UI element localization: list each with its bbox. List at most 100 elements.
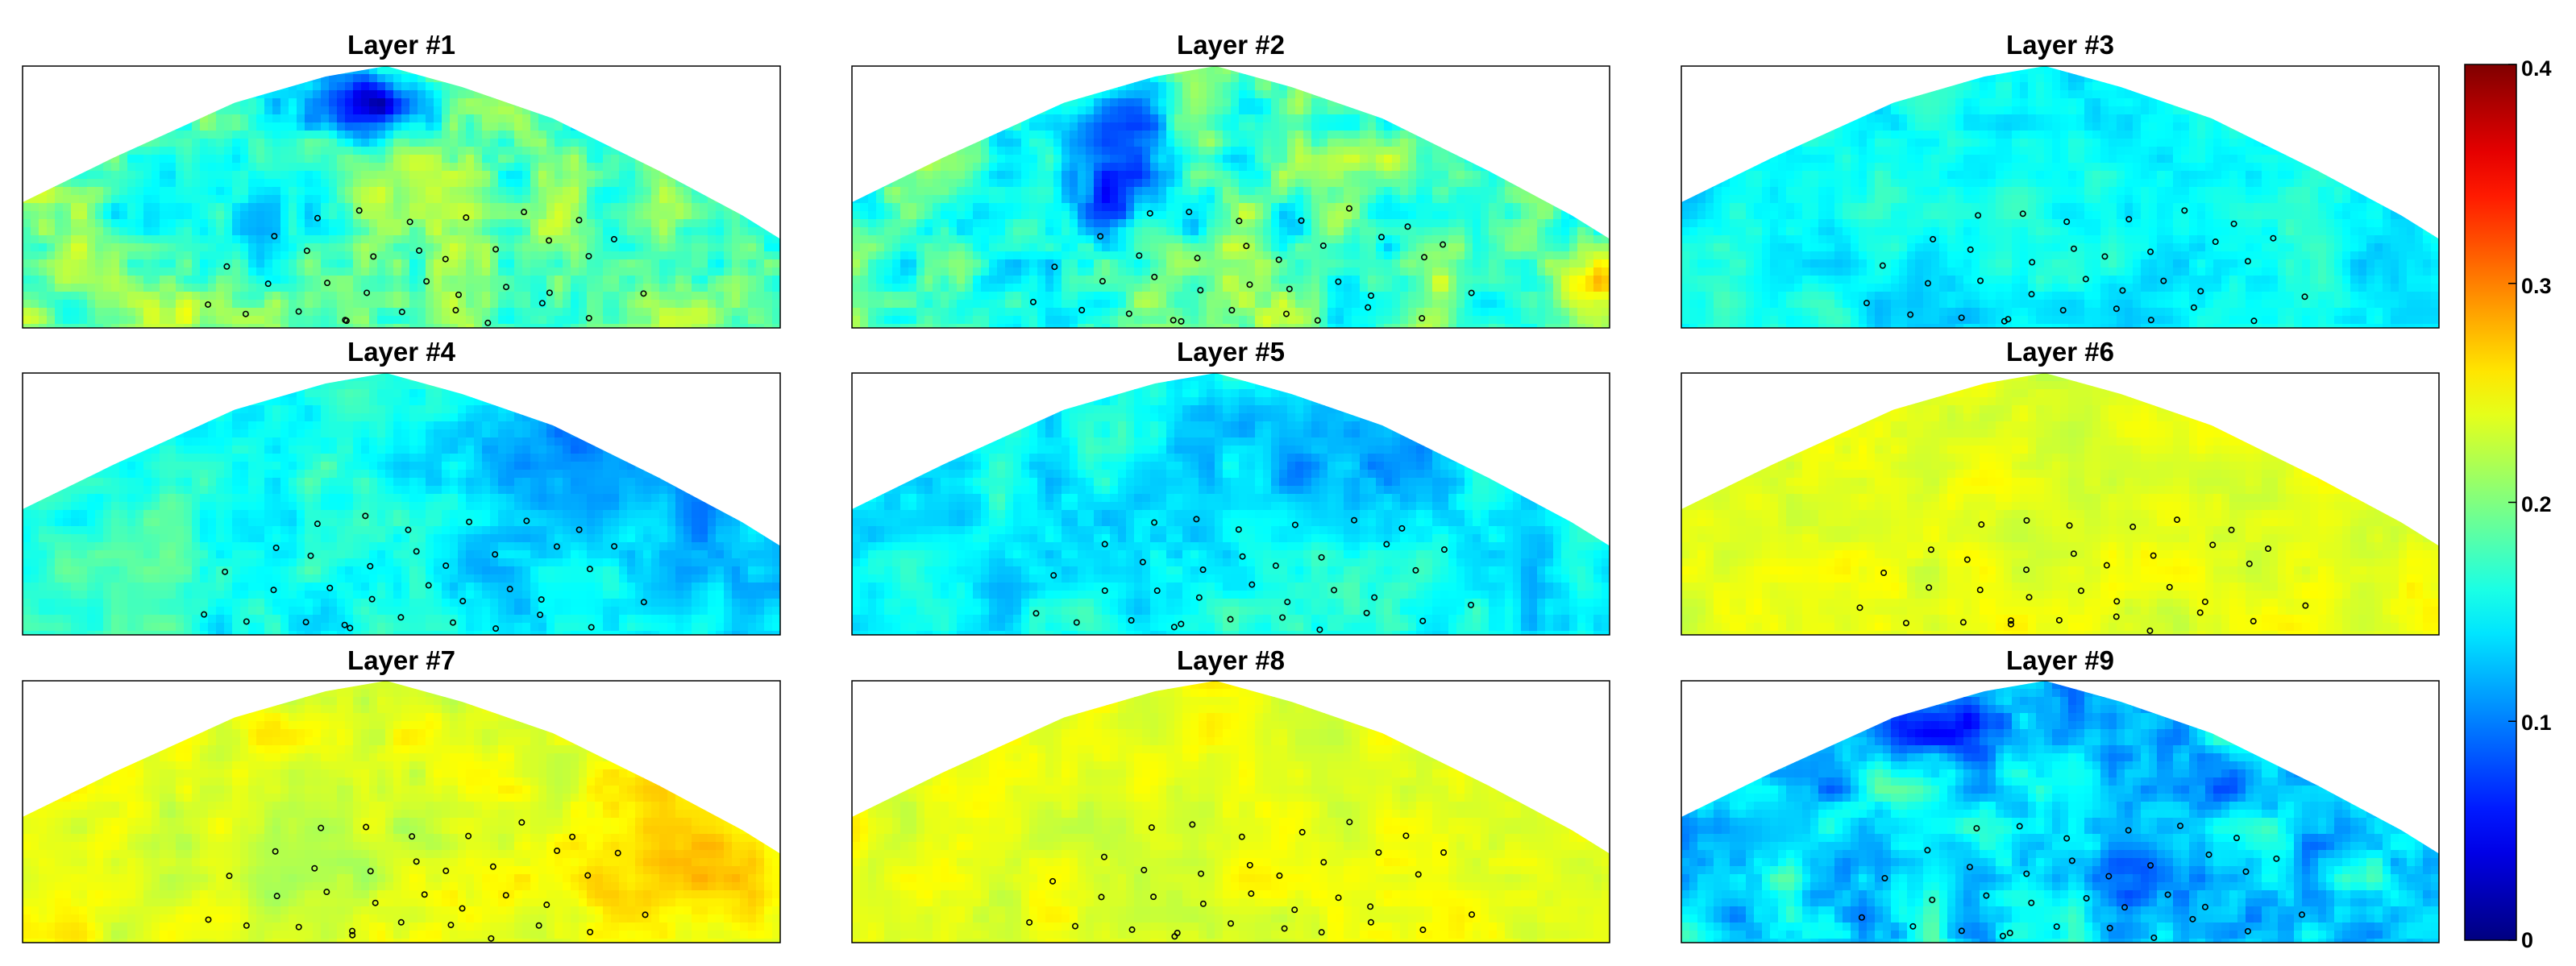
heatmap-cell (313, 98, 322, 107)
heatmap-cell (337, 300, 346, 309)
heatmap-cell (47, 324, 56, 328)
heatmap-cell (168, 251, 177, 260)
heatmap-cell (941, 66, 949, 75)
heatmap-cell (555, 98, 563, 107)
heatmap-cell (683, 227, 692, 236)
heatmap-cell (700, 243, 708, 252)
heatmap-cell (716, 171, 725, 180)
heatmap-cell (176, 163, 185, 172)
heatmap-cell (1207, 106, 1215, 115)
heatmap-cell (450, 171, 459, 180)
heatmap-cell (692, 211, 700, 220)
heatmap-cell (47, 98, 56, 107)
heatmap-cell (740, 66, 749, 75)
heatmap-cell (1400, 171, 1409, 180)
heatmap-cell (1279, 179, 1288, 188)
heatmap-cell (264, 163, 273, 172)
heatmap-cell (1094, 163, 1103, 172)
heatmap-cell (184, 147, 193, 155)
heatmap-cell (530, 316, 539, 325)
heatmap-cell (1319, 98, 1328, 107)
heatmap-cell (119, 179, 128, 188)
heatmap-cell (23, 122, 31, 131)
heatmap-cell (361, 147, 370, 155)
heatmap-cell (1529, 187, 1538, 196)
heatmap-cell (1247, 195, 1256, 204)
heatmap-cell (482, 163, 491, 172)
heatmap-cell (152, 227, 160, 236)
heatmap-cell (619, 211, 628, 220)
heatmap-cell (143, 267, 152, 276)
heatmap-cell (1255, 155, 1264, 164)
heatmap-cell (1416, 155, 1425, 164)
heatmap-cell (1352, 74, 1361, 83)
heatmap-cell (538, 292, 547, 301)
heatmap-cell (1569, 163, 1578, 172)
heatmap-cell (111, 308, 120, 317)
heatmap-cell (1062, 139, 1070, 147)
heatmap-cell (490, 171, 499, 180)
heatmap-cell (530, 82, 539, 91)
heatmap-cell (176, 259, 185, 268)
heatmap-cell (651, 82, 660, 91)
heatmap-cell (1344, 171, 1352, 180)
heatmap-cell (232, 259, 241, 268)
heatmap-cell (1013, 90, 1022, 99)
heatmap-cell (1005, 74, 1014, 83)
heatmap-cell (1287, 98, 1296, 107)
heatmap-cell (313, 300, 322, 309)
heatmap-cell (31, 243, 39, 252)
heatmap-cell (941, 98, 949, 107)
heatmap-cell (1045, 139, 1054, 147)
heatmap-cell (635, 308, 644, 317)
heatmap-cell (297, 211, 305, 220)
heatmap-cell (200, 98, 209, 107)
heatmap-cell (192, 179, 201, 188)
heatmap-cell (248, 179, 257, 188)
heatmap-cell (1497, 139, 1506, 147)
heatmap-cell (522, 74, 531, 83)
heatmap-cell (876, 98, 885, 107)
heatmap-cell (1263, 203, 1272, 212)
heatmap-cell (1545, 147, 1554, 155)
heatmap-cell (168, 171, 177, 180)
heatmap-cell (724, 211, 733, 220)
heatmap-cell (884, 147, 893, 155)
heatmap-cell (272, 267, 281, 276)
heatmap-cell (168, 106, 177, 115)
heatmap-cell (1102, 122, 1111, 131)
heatmap-cell (224, 219, 233, 228)
heatmap-cell (256, 219, 265, 228)
heatmap-cell (264, 203, 273, 212)
heatmap-cell (216, 284, 225, 292)
heatmap-cell (1344, 122, 1352, 131)
heatmap-cell (1384, 219, 1393, 228)
heatmap-cell (981, 219, 990, 228)
heatmap-cell (482, 179, 491, 188)
heatmap-cell (458, 276, 467, 284)
heatmap-cell (1037, 90, 1046, 99)
heatmap-cell (603, 114, 612, 123)
heatmap-cell (506, 276, 515, 284)
heatmap-cell (1352, 195, 1361, 204)
heatmap-cell (95, 284, 104, 292)
heatmap-cell (232, 211, 241, 220)
heatmap-cell (1182, 114, 1191, 123)
heatmap-cell (989, 122, 998, 131)
heatmap-cell (143, 187, 152, 196)
heatmap-cell (924, 179, 933, 188)
heatmap-cell (908, 131, 917, 139)
heatmap-cell (989, 179, 998, 188)
heatmap-cell (611, 139, 620, 147)
heatmap-cell (297, 82, 305, 91)
heatmap-cell (692, 243, 700, 252)
heatmap-cell (127, 74, 136, 83)
heatmap-cell (353, 227, 362, 236)
heatmap-cell (1424, 155, 1433, 164)
heatmap-cell (1279, 203, 1288, 212)
heatmap-cell (79, 219, 88, 228)
heatmap-cell (965, 155, 974, 164)
heatmap-cell (111, 74, 120, 83)
heatmap-cell (1094, 66, 1103, 75)
heatmap-cell (1481, 82, 1490, 91)
